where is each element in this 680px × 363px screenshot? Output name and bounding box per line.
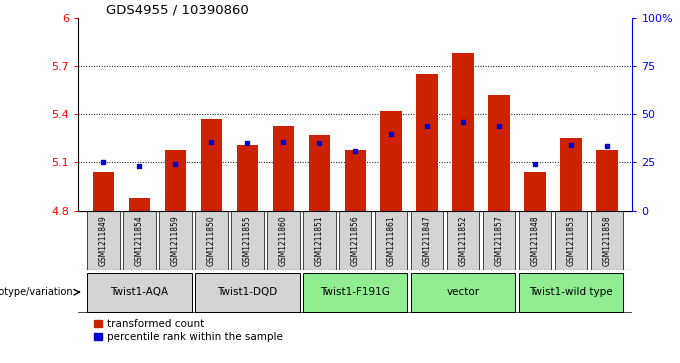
Bar <box>519 273 624 312</box>
Text: GSM1211861: GSM1211861 <box>387 215 396 266</box>
Bar <box>303 211 335 270</box>
Bar <box>92 172 114 211</box>
Text: GSM1211854: GSM1211854 <box>135 215 144 266</box>
Text: GSM1211858: GSM1211858 <box>602 215 612 266</box>
Bar <box>309 135 330 211</box>
Bar <box>195 211 228 270</box>
Legend: transformed count, percentile rank within the sample: transformed count, percentile rank withi… <box>95 319 283 342</box>
Text: vector: vector <box>447 287 480 297</box>
Text: GSM1211853: GSM1211853 <box>566 215 576 266</box>
Bar <box>375 211 407 270</box>
Bar <box>339 211 371 270</box>
Bar <box>195 273 299 312</box>
Bar <box>488 95 510 211</box>
Bar <box>452 53 474 211</box>
Bar <box>411 273 515 312</box>
Bar <box>447 211 479 270</box>
Bar <box>416 74 438 211</box>
Bar <box>159 211 192 270</box>
Bar <box>123 211 156 270</box>
Bar <box>273 126 294 211</box>
Text: GSM1211856: GSM1211856 <box>351 215 360 266</box>
Bar <box>411 211 443 270</box>
Text: Twist1-wild type: Twist1-wild type <box>530 287 613 297</box>
Bar <box>555 211 588 270</box>
Text: genotype/variation: genotype/variation <box>0 287 73 297</box>
Text: Twist1-DQD: Twist1-DQD <box>217 287 277 297</box>
Text: GSM1211860: GSM1211860 <box>279 215 288 266</box>
Bar <box>560 138 582 211</box>
Bar <box>237 145 258 211</box>
Bar <box>267 211 299 270</box>
Bar <box>591 211 624 270</box>
Text: Twist1-F191G: Twist1-F191G <box>320 287 390 297</box>
Bar <box>483 211 515 270</box>
Bar <box>231 211 264 270</box>
Bar <box>201 119 222 211</box>
Bar <box>519 211 551 270</box>
Text: GSM1211859: GSM1211859 <box>171 215 180 266</box>
Text: Twist1-AQA: Twist1-AQA <box>110 287 169 297</box>
Bar <box>303 273 407 312</box>
Bar <box>87 273 192 312</box>
Text: GDS4955 / 10390860: GDS4955 / 10390860 <box>106 4 249 17</box>
Bar <box>345 150 366 211</box>
Text: GSM1211850: GSM1211850 <box>207 215 216 266</box>
Text: GSM1211855: GSM1211855 <box>243 215 252 266</box>
Text: GSM1211851: GSM1211851 <box>315 215 324 266</box>
Bar <box>524 172 546 211</box>
Text: GSM1211852: GSM1211852 <box>459 215 468 266</box>
Text: GSM1211848: GSM1211848 <box>530 215 540 266</box>
Bar <box>165 150 186 211</box>
Bar <box>596 150 618 211</box>
Bar <box>381 111 402 211</box>
Bar <box>129 198 150 211</box>
Text: GSM1211849: GSM1211849 <box>99 215 108 266</box>
Text: GSM1211857: GSM1211857 <box>495 215 504 266</box>
Bar <box>87 211 120 270</box>
Text: GSM1211847: GSM1211847 <box>423 215 432 266</box>
